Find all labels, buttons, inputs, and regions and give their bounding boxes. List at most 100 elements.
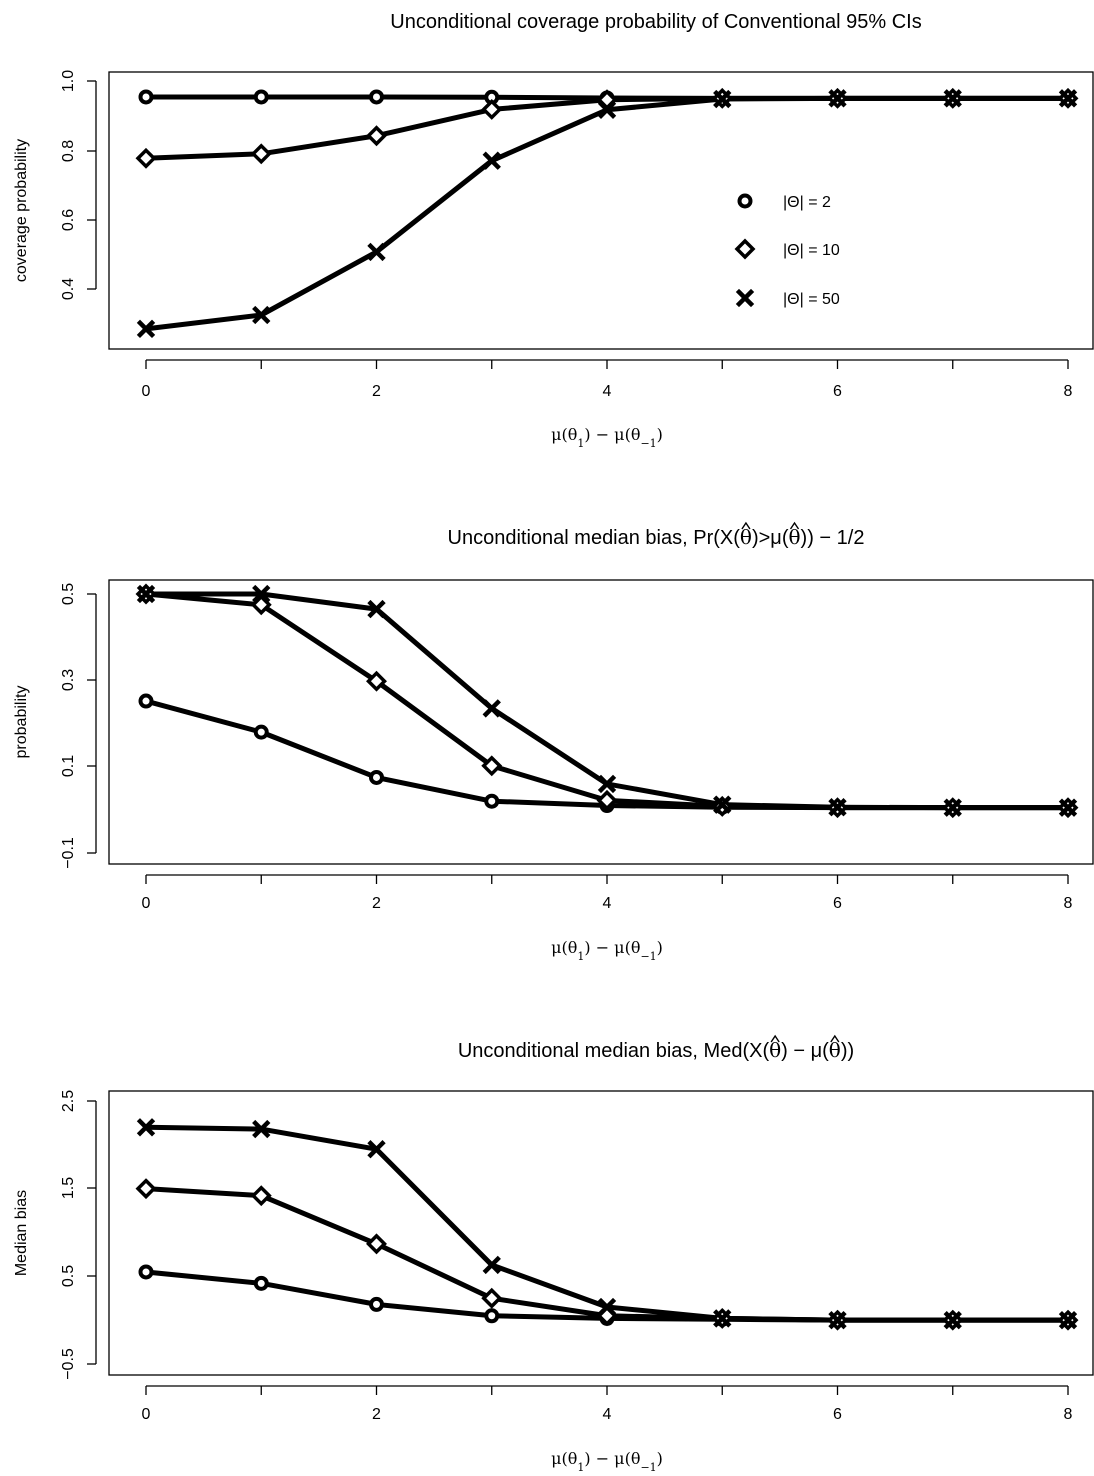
x-tick-label: 8 [1064,895,1073,912]
marker-cross-0 [136,584,156,604]
marker-cross-4 [597,1297,617,1317]
xlabel-part: ) − μ(θ [584,1449,640,1468]
marker-cross-0 [136,1118,156,1137]
marker-cross-legend-2 [735,288,755,308]
title-part: θ [769,1038,781,1062]
xlabel-part: −1 [640,950,656,963]
marker-diamond-3 [481,1287,503,1309]
marker-cross-0 [136,319,156,339]
marker-cross-6 [828,89,847,108]
hat-accent [830,1034,840,1043]
marker-diamond-0 [135,147,157,169]
title-part: θ [740,525,752,549]
xlabel-part: μ(θ [551,1449,577,1468]
title-part: )) [841,1040,854,1062]
marker-cross-3 [482,1255,501,1275]
x-tick-label: 6 [833,1406,842,1423]
hat-accent [741,521,751,530]
marker-circle-1 [253,1275,269,1291]
x-tick-label: 8 [1064,383,1073,400]
marker-diamond-2 [366,1233,387,1255]
y-tick-label: 0.8 [60,140,77,162]
marker-circle-3 [484,1308,500,1324]
legend-label: |Θ| = 10 [783,242,840,259]
marker-cross-7 [943,798,962,817]
marker-circle-2 [369,769,384,785]
marker-cross-5 [713,89,732,109]
series-line-cross [146,591,1068,811]
xlabel-part: μ(θ [551,425,577,444]
chart-panel-3: Unconditional median bias, Med(X(θ) − μ(… [13,1034,1094,1474]
marker-cross-8 [1058,89,1078,108]
marker-diamond-0 [135,1178,157,1200]
y-tick-label: 0.5 [60,583,77,605]
marker-diamond-1 [250,143,272,165]
y-axis-label: Median bias [13,1190,30,1276]
y-tick-label: 1.5 [60,1177,77,1199]
legend-label: |Θ| = 50 [783,291,840,308]
series-line-cross [145,95,1068,332]
y-tick-label: 0.3 [60,669,77,691]
xlabel-part: 1 [577,437,584,450]
marker-cross-2 [367,599,386,619]
marker-cross-1 [252,305,271,325]
xlabel-part: 1 [577,1461,584,1474]
x-tick-label: 4 [603,1406,612,1423]
title-part: Unconditional median bias, Med(X( [458,1040,770,1062]
marker-cross-8 [1058,798,1078,817]
x-tick-label: 6 [833,383,842,400]
chart-panel-1: Unconditional coverage probability of Co… [13,11,1094,450]
series-line-diamond [145,1186,1068,1323]
y-tick-label: 2.5 [60,1090,77,1112]
xlabel-part: μ(θ [551,938,577,957]
marker-cross-8 [1058,1310,1078,1330]
plot-frame [108,1090,1094,1376]
title-part: θ [788,525,800,549]
marker-cross-4 [597,100,617,119]
hat-accent [789,521,800,530]
y-tick-label: 1.0 [60,70,77,92]
x-tick-label: 4 [603,383,612,400]
marker-cross-7 [943,89,962,108]
xlabel-part: ) − μ(θ [584,425,640,444]
xlabel-part: ) [657,1449,663,1468]
marker-cross-5 [713,795,732,814]
title-part: Unconditional median bias, Pr(X( [448,527,741,549]
marker-cross-6 [828,1310,847,1330]
marker-diamond-3 [481,98,503,120]
chart-title: Unconditional coverage probability of Co… [390,11,921,33]
marker-cross-2 [367,242,386,262]
plot-frame [108,71,1094,350]
marker-diamond-2 [366,670,387,692]
x-tick-label: 8 [1064,1406,1073,1423]
marker-circle-2 [369,1296,384,1312]
plot-frame [108,579,1094,865]
title-part: ) − μ( [781,1040,829,1062]
hat-accent [770,1034,780,1043]
marker-cross-7 [943,1310,962,1330]
marker-circle-3 [484,793,500,809]
xlabel-part: ) − μ(θ [584,938,640,957]
y-tick-label: −0.5 [60,1348,77,1380]
y-tick-label: 0.4 [60,278,77,300]
xlabel-part: 1 [577,950,584,963]
title-part: θ [829,1038,841,1062]
x-tick-label: 2 [372,1406,381,1423]
marker-cross-4 [597,774,617,794]
x-tick-label: 6 [833,895,842,912]
x-axis-label: μ(θ1) − μ(θ−1) [551,938,663,963]
legend-label: |Θ| = 2 [783,194,831,211]
marker-circle-1 [253,724,269,740]
xlabel-part: ) [657,425,663,444]
marker-diamond-1 [250,1185,272,1207]
y-axis-label: coverage probability [13,139,30,282]
marker-circle-1 [253,89,269,105]
title-part: )>μ( [752,527,789,549]
x-axis-label: μ(θ1) − μ(θ−1) [551,1449,663,1474]
y-tick-label: 0.5 [60,1265,77,1287]
chart-title: Unconditional median bias, Pr(X(θ)>μ(θ))… [448,525,865,549]
marker-cross-3 [482,699,501,718]
legend: |Θ| = 2 |Θ| = 10 |Θ| = 50 [734,193,840,308]
xlabel-part: ) [657,938,663,957]
